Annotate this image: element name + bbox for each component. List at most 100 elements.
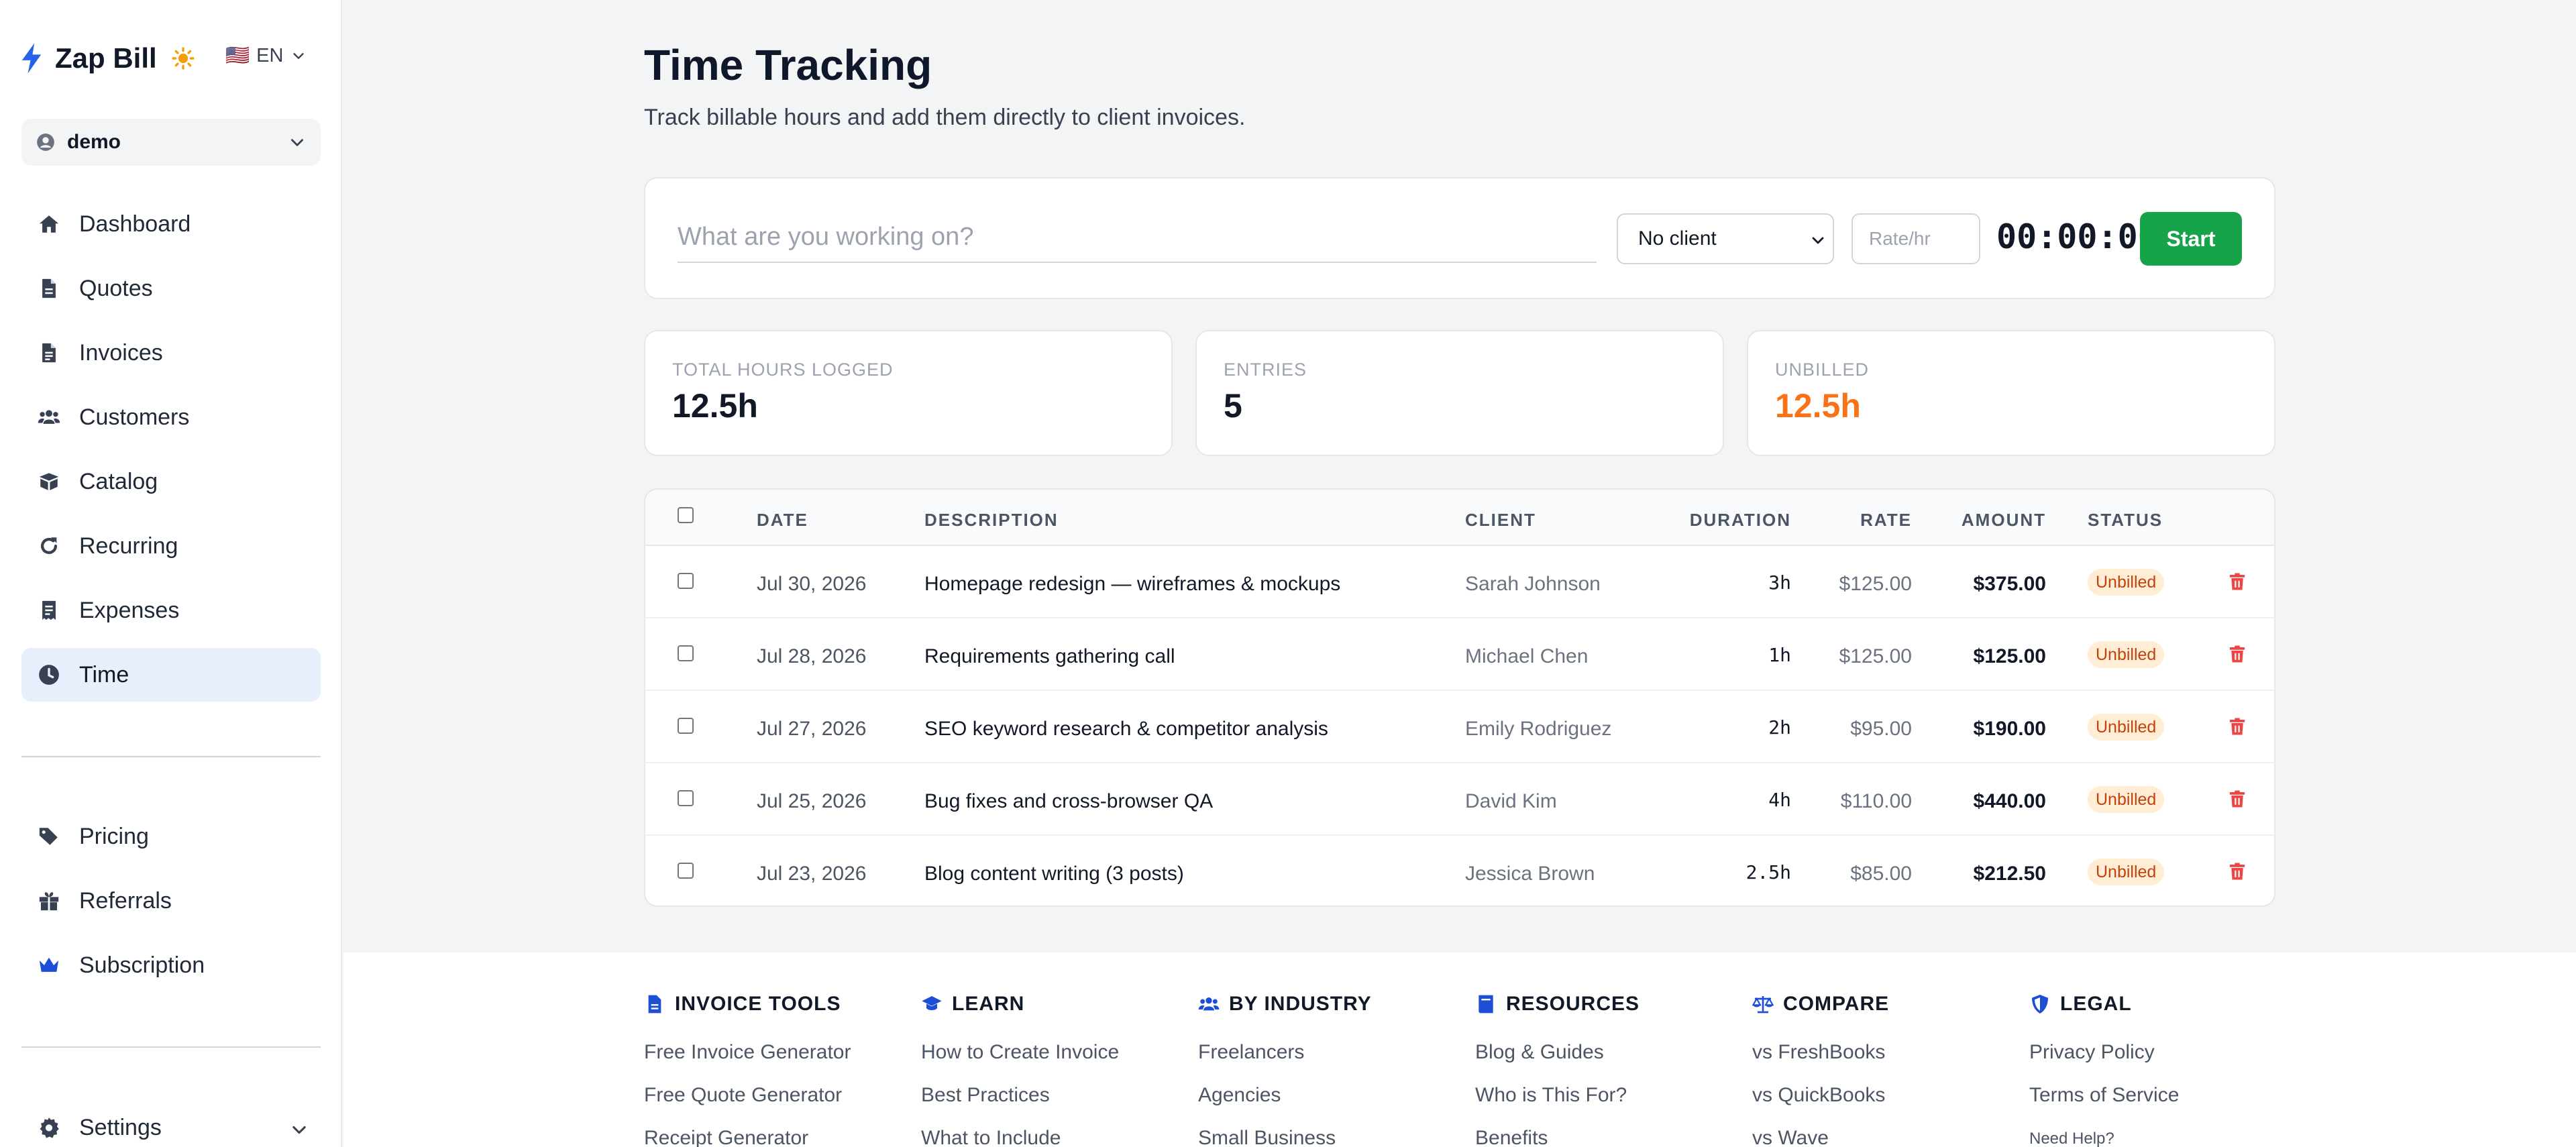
sidebar-item-label: Pricing [79, 823, 149, 849]
row-checkbox[interactable] [678, 645, 694, 661]
footer-link[interactable]: What to Include [921, 1127, 1061, 1147]
trash-icon[interactable] [2227, 571, 2247, 592]
footer-link[interactable]: How to Create Invoice [921, 1041, 1120, 1063]
footer-link[interactable]: vs Wave [1752, 1127, 1829, 1147]
footer-link[interactable]: Need Help? [2029, 1130, 2114, 1147]
entry-client: David Kim [1465, 790, 1557, 812]
table-row[interactable]: Jul 25, 2026 Bug fixes and cross-browser … [645, 763, 2274, 836]
column-header-status[interactable]: STATUS [2088, 510, 2163, 530]
start-button[interactable]: Start [2140, 212, 2242, 266]
trash-icon[interactable] [2227, 644, 2247, 664]
footer-link[interactable]: Freelancers [1198, 1041, 1305, 1063]
footer-column-heading: BY INDUSTRY [1198, 993, 1372, 1016]
chevron-down-icon [291, 139, 303, 146]
column-header-rate[interactable]: RATE [1860, 510, 1912, 530]
sidebar-item-invoices[interactable]: Invoices [21, 326, 321, 380]
column-header-client[interactable]: CLIENT [1465, 510, 1536, 530]
row-checkbox[interactable] [678, 573, 694, 589]
column-header-description[interactable]: DESCRIPTION [924, 510, 1059, 530]
task-description-input[interactable] [678, 212, 1597, 263]
table-row[interactable]: Jul 27, 2026 SEO keyword research & compe… [645, 691, 2274, 763]
footer-link[interactable]: Receipt Generator [644, 1127, 809, 1147]
stat-label: TOTAL HOURS LOGGED [672, 360, 894, 380]
sidebar-item-quotes[interactable]: Quotes [21, 262, 321, 315]
footer-link[interactable]: Free Quote Generator [644, 1084, 843, 1106]
language-selector[interactable]: 🇺🇸 EN [225, 44, 306, 67]
sun-icon[interactable] [172, 47, 195, 70]
sidebar-item-referrals[interactable]: Referrals [21, 874, 321, 928]
sidebar-item-dashboard[interactable]: Dashboard [21, 197, 321, 251]
trash-icon[interactable] [2227, 861, 2247, 881]
column-header-amount[interactable]: AMOUNT [1961, 510, 2046, 530]
invoice-icon [36, 340, 62, 366]
entry-rate: $95.00 [1850, 718, 1912, 740]
brand[interactable]: Zap Bill [20, 40, 195, 76]
sidebar-item-settings[interactable]: Settings [21, 1101, 321, 1147]
row-checkbox[interactable] [678, 863, 694, 879]
footer-link[interactable]: vs FreshBooks [1752, 1041, 1886, 1063]
stat-value: 12.5h [1775, 387, 1861, 425]
trash-icon[interactable] [2227, 716, 2247, 736]
sidebar-item-expenses[interactable]: Expenses [21, 584, 321, 637]
entry-date: Jul 30, 2026 [757, 573, 867, 595]
client-select[interactable]: No client [1617, 213, 1834, 264]
column-header-duration[interactable]: DURATION [1689, 510, 1791, 530]
timer-bar: No client 00:00:00 Start [644, 177, 2275, 299]
footer-column-heading: LEGAL [2029, 993, 2132, 1016]
footer-link[interactable]: Small Business [1198, 1127, 1336, 1147]
footer-link[interactable]: Agencies [1198, 1084, 1281, 1106]
entry-amount: $190.00 [1973, 718, 2046, 740]
gear-icon [36, 1115, 62, 1140]
footer-heading-label: LEGAL [2060, 993, 2132, 1015]
footer-link[interactable]: Benefits [1475, 1127, 1548, 1147]
footer-link[interactable]: Who is This For? [1475, 1084, 1627, 1106]
file-icon [648, 995, 661, 1014]
sidebar-item-label: Invoices [79, 339, 163, 366]
sidebar-item-pricing[interactable]: Pricing [21, 810, 321, 863]
account-switcher[interactable]: demo [21, 119, 321, 166]
table-row[interactable]: Jul 28, 2026 Requirements gathering call M… [645, 618, 2274, 691]
entry-rate: $125.00 [1839, 573, 1912, 595]
footer-link[interactable]: Privacy Policy [2029, 1041, 2155, 1063]
sidebar-item-recurring[interactable]: Recurring [21, 519, 321, 573]
footer-link[interactable]: Free Invoice Generator [644, 1041, 851, 1063]
sidebar-item-time[interactable]: Time [21, 648, 321, 702]
users-icon [1198, 997, 1220, 1011]
footer-column-heading: RESOURCES [1475, 993, 1640, 1016]
row-checkbox[interactable] [678, 718, 694, 734]
sidebar-item-label: Expenses [79, 597, 180, 623]
sidebar-item-label: Customers [79, 404, 190, 430]
entry-date: Jul 25, 2026 [757, 790, 867, 812]
entry-rate: $85.00 [1850, 863, 1912, 885]
page-subtitle: Track billable hours and add them direct… [644, 105, 1246, 130]
sidebar: Zap Bill 🇺🇸 EN demo Dashboard Quotes Inv… [0, 0, 342, 1147]
footer-link[interactable]: Terms of Service [2029, 1084, 2180, 1106]
entry-amount: $375.00 [1973, 573, 2046, 595]
entry-duration: 1h [1768, 644, 1791, 666]
table-row[interactable]: Jul 23, 2026 Blog content writing (3 post… [645, 836, 2274, 906]
rate-input[interactable] [1851, 213, 1980, 264]
column-header-date[interactable]: DATE [757, 510, 808, 530]
tags-icon [36, 824, 62, 849]
chevron-down-icon[interactable] [290, 1120, 309, 1139]
stat-card-total-hours: TOTAL HOURS LOGGED 12.5h [644, 330, 1173, 456]
stat-label: UNBILLED [1775, 360, 1870, 380]
sidebar-item-label: Referrals [79, 887, 172, 914]
footer-link[interactable]: vs QuickBooks [1752, 1084, 1886, 1106]
status-badge: Unbilled [2088, 859, 2165, 885]
select-all-checkbox[interactable] [678, 507, 694, 523]
box-icon [36, 469, 62, 494]
footer-heading-label: LEARN [952, 993, 1025, 1015]
shield-icon [2032, 995, 2048, 1014]
sidebar-item-subscription[interactable]: Subscription [21, 938, 321, 992]
sidebar-item-label: Settings [79, 1114, 162, 1140]
footer-link[interactable]: Blog & Guides [1475, 1041, 1604, 1063]
footer-column-heading: LEARN [921, 993, 1024, 1016]
sidebar-item-catalog[interactable]: Catalog [21, 455, 321, 508]
trash-icon[interactable] [2227, 789, 2247, 809]
stat-label: ENTRIES [1224, 360, 1307, 380]
footer-link[interactable]: Best Practices [921, 1084, 1050, 1106]
table-row[interactable]: Jul 30, 2026 Homepage redesign — wirefram… [645, 546, 2274, 618]
row-checkbox[interactable] [678, 790, 694, 806]
sidebar-item-customers[interactable]: Customers [21, 390, 321, 444]
